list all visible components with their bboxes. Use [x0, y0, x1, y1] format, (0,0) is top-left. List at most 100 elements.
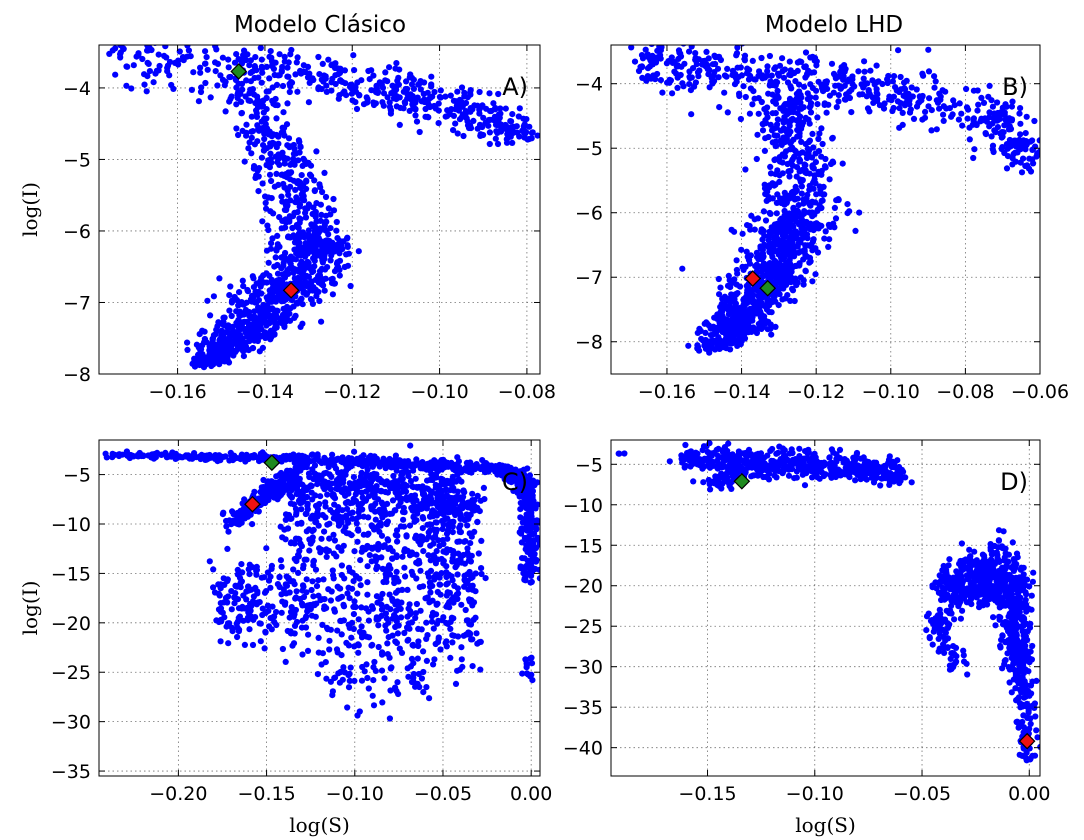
scatter-point — [639, 74, 646, 81]
scatter-point — [721, 301, 728, 308]
scatter-point — [202, 48, 209, 55]
scatter-point — [760, 208, 768, 215]
scatter-point — [631, 58, 639, 65]
scatter-point — [216, 275, 223, 282]
scatter-point — [674, 84, 681, 91]
scatter-point — [423, 536, 430, 543]
scatter-point — [452, 511, 459, 519]
scatter-point — [753, 327, 760, 334]
scatter-point — [202, 60, 209, 67]
scatter-point — [188, 86, 195, 93]
scatter-point — [816, 130, 823, 137]
scatter-point — [144, 45, 151, 49]
scatter-point — [785, 237, 793, 244]
scatter-point — [791, 154, 798, 161]
scatter-point — [688, 74, 695, 81]
scatter-point — [294, 88, 301, 95]
scatter-point — [443, 113, 451, 120]
scatter-point — [278, 67, 285, 74]
scatter-point — [392, 83, 399, 90]
scatter-point — [286, 80, 293, 88]
scatter-point — [526, 123, 533, 130]
scatter-point — [382, 69, 389, 76]
scatter-point — [647, 57, 654, 64]
scatter-point — [400, 105, 407, 112]
scatter-point — [253, 113, 261, 120]
scatter-point — [105, 15, 111, 21]
panel-1: −0.16 −0.14 −0.12 −0.10 −0.08 −0.06−8−7−6−5−4… — [575, 44, 1069, 403]
scatter-point — [316, 71, 323, 78]
scatter-point — [301, 157, 308, 164]
scatter-point — [737, 64, 744, 71]
scatter-point — [442, 93, 449, 100]
scatter-point — [437, 458, 444, 465]
scatter-point — [773, 199, 781, 206]
scatter-point — [766, 248, 773, 256]
scatter-point — [417, 78, 424, 85]
scatter-point — [686, 81, 693, 88]
scatter-point — [226, 457, 233, 464]
scatter-point — [797, 99, 804, 106]
scatter-point — [328, 87, 335, 94]
scatter-point — [301, 453, 308, 460]
scatter-point — [1041, 145, 1047, 151]
scatter-point — [262, 334, 269, 342]
scatter-point — [432, 462, 439, 469]
scatter-point — [239, 500, 246, 507]
scatter-point — [249, 128, 256, 135]
scatter-point — [785, 168, 792, 175]
scatter-point — [396, 121, 403, 128]
scatter-point — [509, 472, 517, 479]
scatter-point — [280, 262, 287, 269]
scatter-point — [711, 77, 718, 85]
scatter-point — [889, 78, 897, 85]
scatter-point — [774, 229, 781, 236]
scatter-point — [250, 165, 257, 172]
scatter-point — [264, 321, 271, 328]
scatter-point — [266, 75, 273, 82]
scatter-point — [534, 479, 540, 486]
scatter-point — [523, 542, 530, 549]
scatter-point — [715, 275, 722, 283]
scatter-point — [775, 72, 783, 79]
scatter-point — [228, 312, 235, 320]
scatter-point — [804, 191, 811, 198]
scatter-point — [446, 494, 453, 501]
scatter-point — [247, 57, 254, 64]
scatter-point — [478, 537, 485, 545]
scatter-point — [1029, 156, 1036, 163]
scatter-point — [790, 248, 798, 255]
scatter-point — [97, 36, 103, 42]
scatter-point — [1009, 161, 1016, 168]
scatter-point — [281, 53, 288, 61]
scatter-point — [999, 144, 1006, 151]
scatter-point — [1002, 101, 1009, 108]
scatter-point — [333, 456, 340, 463]
scatter-point — [782, 118, 790, 125]
scatter-point — [341, 67, 348, 74]
scatter-point — [534, 501, 540, 508]
x-tick-label: −0.10 — [410, 381, 468, 403]
scatter-point — [635, 67, 643, 75]
scatter-point — [184, 339, 191, 346]
scatter-point — [778, 281, 785, 288]
scatter-point — [311, 257, 318, 264]
scatter-point — [471, 497, 478, 504]
scatter-point — [823, 78, 831, 85]
scatter-point — [994, 109, 1002, 117]
scatter-point — [358, 469, 365, 476]
scatter-point — [463, 115, 470, 122]
scatter-point — [349, 97, 356, 104]
scatter-point — [525, 527, 532, 534]
scatter-point — [764, 326, 771, 333]
scatter-point — [358, 77, 365, 84]
scatter-point — [263, 313, 270, 320]
scatter-point — [249, 521, 256, 528]
scatter-point — [769, 180, 776, 187]
scatter-point — [1029, 146, 1036, 153]
scatter-point — [846, 208, 853, 215]
scatter-point — [454, 88, 461, 95]
scatter-point — [285, 135, 293, 142]
scatter-point — [321, 454, 328, 461]
scatter-point — [266, 272, 273, 279]
